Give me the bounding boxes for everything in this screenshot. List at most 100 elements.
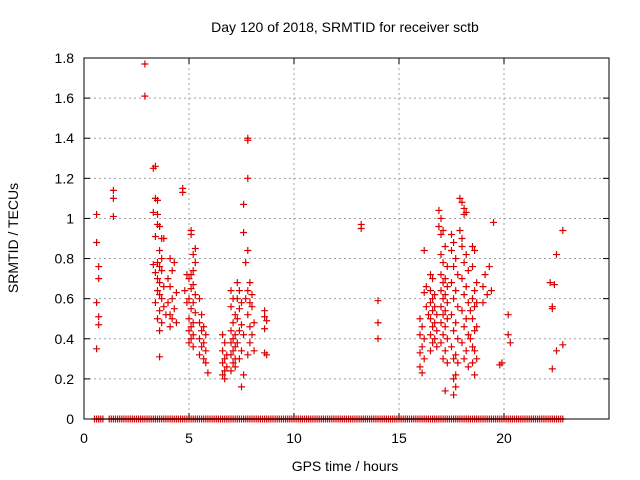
data-point (202, 359, 210, 367)
data-point (439, 226, 447, 234)
data-point (233, 315, 241, 323)
data-point (158, 255, 166, 263)
data-point (443, 335, 451, 343)
data-point (420, 335, 428, 343)
data-point (95, 321, 103, 329)
data-point (450, 375, 458, 383)
x-tick-label: 5 (185, 430, 193, 446)
y-tick-label: 1.2 (55, 170, 75, 186)
data-point (433, 311, 441, 319)
data-point (160, 235, 168, 242)
data-point (437, 214, 445, 222)
x-axis-label: GPS time / hours (292, 458, 399, 474)
data-point (187, 305, 195, 313)
data-point (187, 323, 195, 331)
data-point (437, 319, 445, 327)
data-point (452, 287, 460, 295)
data-point (458, 235, 466, 242)
data-point (448, 247, 455, 255)
y-axis-label: SRMTID / TECUs (5, 183, 21, 293)
data-point (471, 247, 479, 255)
data-point (185, 275, 193, 283)
data-point (454, 335, 462, 343)
data-point (227, 287, 235, 295)
data-point (550, 281, 558, 289)
data-point (435, 222, 443, 230)
x-tick-label: 0 (80, 430, 88, 446)
data-point (471, 303, 479, 311)
data-point (187, 271, 195, 279)
data-point (473, 323, 481, 331)
y-tick-label: 1.4 (55, 130, 75, 146)
data-point (427, 347, 434, 355)
data-point (416, 331, 424, 339)
y-tick-label: 1 (66, 210, 74, 226)
data-point (244, 136, 252, 144)
data-point (248, 291, 256, 299)
data-point (469, 343, 476, 351)
data-point (198, 311, 206, 319)
data-point (441, 275, 449, 283)
data-point (263, 317, 271, 325)
data-point (443, 263, 451, 271)
data-point (154, 196, 161, 204)
data-point (149, 164, 157, 172)
data-point (460, 355, 468, 363)
data-point (433, 327, 441, 335)
data-point (196, 351, 203, 359)
data-point (166, 255, 174, 263)
data-point (437, 339, 445, 347)
data-point (450, 327, 458, 335)
data-point (416, 363, 424, 371)
data-point (429, 323, 437, 331)
data-point (189, 281, 197, 289)
data-point (187, 285, 195, 293)
data-point (420, 289, 428, 297)
data-point (504, 331, 512, 339)
data-point (229, 335, 237, 343)
data-point (466, 307, 474, 315)
data-point (191, 291, 199, 299)
data-point (452, 319, 460, 327)
data-point (437, 230, 445, 238)
data-point (460, 210, 468, 218)
data-point (460, 204, 468, 212)
data-point (172, 289, 180, 297)
data-point (441, 387, 449, 395)
data-point (229, 319, 237, 327)
data-point (204, 369, 212, 377)
data-point (263, 351, 271, 359)
data-point (244, 174, 252, 182)
y-tick-label: 0.4 (55, 331, 75, 347)
data-point (202, 331, 210, 339)
data-point (221, 355, 229, 363)
data-point (242, 295, 250, 303)
data-point (431, 335, 439, 343)
data-point (93, 299, 101, 307)
data-point (454, 271, 462, 279)
data-point (420, 355, 428, 363)
data-point (156, 353, 164, 361)
data-point (151, 299, 159, 307)
data-point (151, 232, 159, 240)
x-tick-label: 10 (286, 430, 302, 446)
data-point (473, 355, 481, 363)
data-point (189, 343, 197, 351)
data-point (202, 347, 210, 355)
data-point (95, 263, 103, 271)
data-point (168, 267, 176, 275)
data-point (418, 369, 426, 377)
data-point (189, 331, 197, 339)
data-point (238, 321, 245, 329)
data-point (450, 355, 458, 363)
data-points (91, 60, 567, 423)
data-point (485, 263, 493, 271)
data-point (160, 283, 168, 291)
data-point (450, 295, 458, 303)
data-point (95, 275, 103, 283)
data-point (473, 299, 481, 307)
data-point (109, 186, 117, 194)
data-point (246, 339, 254, 347)
data-point (437, 271, 445, 279)
y-tick-label: 0.6 (55, 291, 75, 307)
